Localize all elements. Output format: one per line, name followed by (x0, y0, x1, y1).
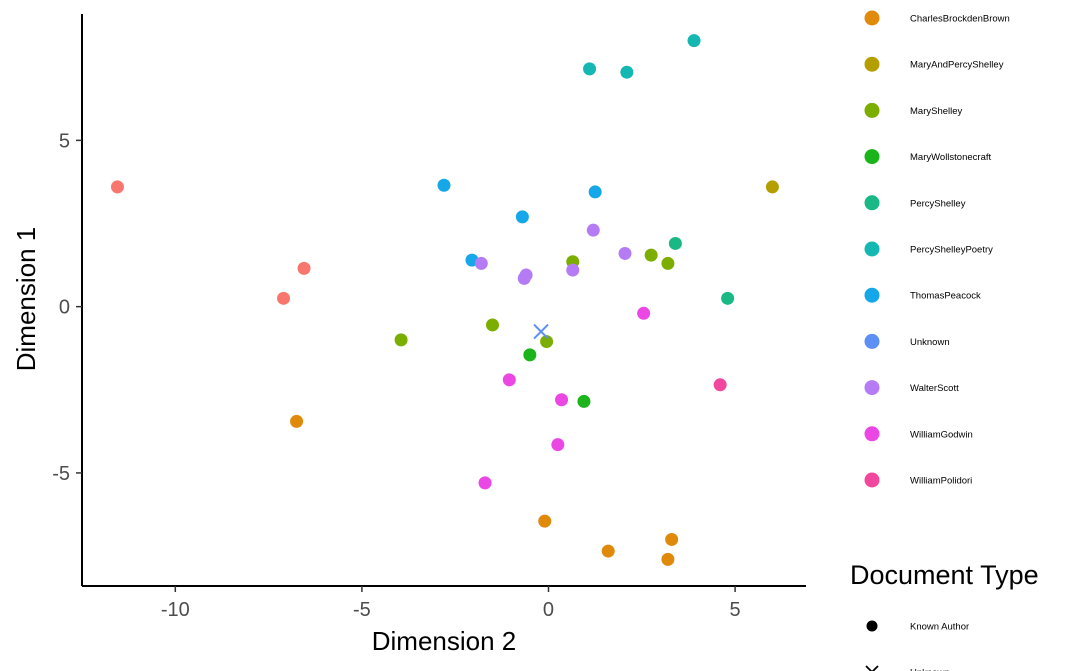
legend-swatch (864, 102, 880, 118)
x-tick-label: 0 (543, 599, 554, 621)
data-point-percyshelleypoetry (687, 34, 701, 48)
data-point (297, 261, 311, 275)
legend-x-stroke (871, 665, 879, 671)
legend-label: CharlesBrockdenBrown (910, 14, 1010, 25)
legend-swatch (864, 10, 880, 26)
data-point-charlesbrockdenbrown (538, 514, 552, 528)
document-type-legend: Document Type Known Author Unknown (850, 560, 1039, 671)
data-point-williamgodwin (555, 393, 569, 407)
data-point (277, 291, 291, 305)
data-point-percyshelleypoetry (620, 65, 634, 79)
legend-swatch (864, 56, 880, 72)
x-tick-label: 5 (730, 599, 741, 621)
x-tick-label: -10 (161, 599, 190, 621)
data-point-charlesbrockdenbrown (290, 414, 304, 428)
legend-x-stroke (865, 665, 873, 671)
legend-item-williampolidori: WilliamPolidori (864, 472, 972, 488)
legend-item-maryshelley: MaryShelley (864, 102, 963, 118)
legend-swatch (864, 149, 880, 165)
data-point-williamgodwin (551, 438, 565, 452)
data-point-walterscott (586, 223, 600, 237)
y-tick-label: -5 (52, 463, 70, 485)
legend-item-percyshelleypoetry: PercyShelleyPoetry (864, 241, 993, 257)
legend-item-maryandpercyshelley: MaryAndPercyShelley (864, 56, 1004, 72)
legend-item-walterscott: WalterScott (864, 380, 959, 396)
y-tick-label: 0 (59, 297, 70, 319)
data-point-charlesbrockdenbrown (665, 532, 679, 546)
legend-swatch (864, 333, 880, 349)
data-point-walterscott (566, 263, 580, 277)
data-point-marywollstonecraft (577, 394, 591, 408)
legend-item-thomaspeacock: ThomasPeacock (864, 287, 981, 303)
legend-item-charlesbrockdenbrown: CharlesBrockdenBrown (864, 10, 1010, 26)
data-point-williampolidori (713, 378, 727, 392)
data-point-marywollstonecraft (523, 348, 537, 362)
legend-label: Known Author (910, 622, 969, 633)
data-point-thomaspeacock (437, 178, 451, 192)
data-point-walterscott (519, 268, 533, 282)
data-point-williamgodwin (502, 373, 516, 387)
legend-swatch (864, 287, 880, 303)
data-point-percyshelley (721, 291, 735, 305)
data-point-maryshelley (644, 248, 658, 262)
legend-title-document-type: Document Type (850, 560, 1039, 590)
data-point-charlesbrockdenbrown (601, 544, 615, 558)
legend-swatch (864, 195, 880, 211)
data-points (110, 34, 779, 566)
x-mark-stroke (533, 323, 549, 340)
data-point-maryshelley (540, 335, 554, 349)
data-point-maryshelley (486, 318, 500, 332)
legend-swatch (866, 620, 878, 632)
x-tick-label: -5 (353, 599, 371, 621)
legend-label: WilliamPolidori (910, 476, 972, 487)
legend-label: MaryAndPercyShelley (910, 60, 1004, 71)
y-tick-label: 5 (59, 130, 70, 152)
data-point (110, 180, 124, 194)
x-axis-title: Dimension 2 (372, 626, 517, 656)
legend-label: PercyShelley (910, 198, 966, 209)
legend-item-percyshelley: PercyShelley (864, 195, 966, 211)
legend-label: Unknown (910, 668, 950, 671)
legend-swatch (864, 426, 880, 442)
legend-swatch (864, 472, 880, 488)
legend-label: PercyShelleyPoetry (910, 245, 993, 256)
legend-label: MaryShelley (910, 106, 963, 117)
axes: -10 -5 0 5 -5 0 5 (52, 14, 806, 621)
legend-item-doc-circle: Known Author (866, 620, 969, 633)
data-point-percyshelley (668, 236, 682, 250)
legend-label: Unknown (910, 337, 950, 348)
legend-label: WalterScott (910, 383, 959, 394)
legend-item-marywollstonecraft: MaryWollstonecraft (864, 149, 991, 165)
legend-item-unknown: Unknown (864, 333, 950, 349)
legend-label: MaryWollstonecraft (910, 152, 991, 163)
author-legend: CharlesBrockdenBrown MaryAndPercyShelley M… (864, 10, 1010, 488)
data-point-maryshelley (661, 256, 675, 270)
y-axis-title: Dimension 1 (11, 227, 41, 372)
data-point-percyshelleypoetry (583, 62, 597, 76)
data-point-charlesbrockdenbrown (661, 552, 675, 566)
legend-item-doc-x: Unknown (865, 665, 950, 671)
data-point-thomaspeacock (588, 185, 602, 199)
legend-label: WilliamGodwin (910, 429, 973, 440)
legend-item-williamgodwin: WilliamGodwin (864, 426, 973, 442)
data-point-unknown-x (533, 323, 549, 340)
data-point-walterscott (474, 256, 488, 270)
legend-label: ThomasPeacock (910, 291, 981, 302)
data-point-maryshelley (394, 333, 408, 347)
data-point-thomaspeacock (515, 210, 529, 224)
data-point-williamgodwin (478, 476, 492, 490)
legend-swatch (864, 241, 880, 257)
data-point-maryandpercyshelley (765, 180, 779, 194)
legend-swatch (864, 380, 880, 396)
data-point-walterscott (618, 246, 632, 260)
data-point-williamgodwin (637, 306, 651, 320)
